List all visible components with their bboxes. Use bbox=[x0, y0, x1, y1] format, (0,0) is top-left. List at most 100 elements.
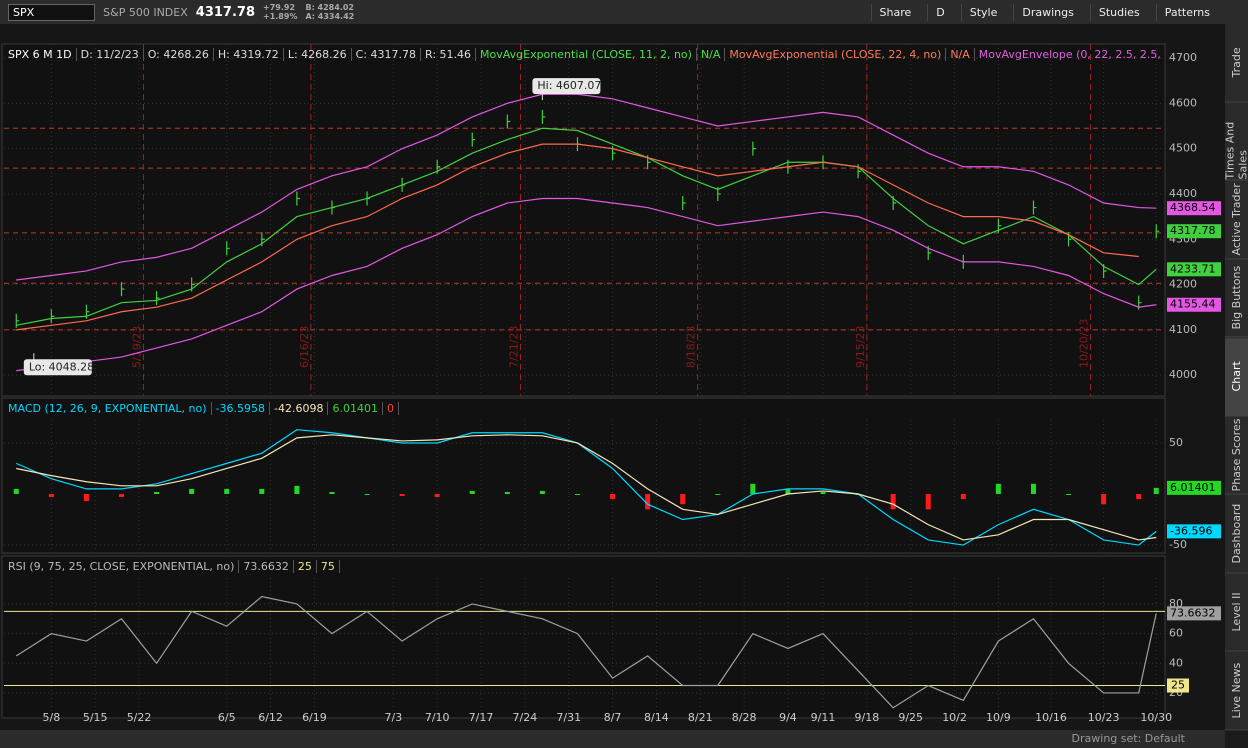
y-tick-label: 4400 bbox=[1169, 187, 1197, 200]
y-tick-label: 4500 bbox=[1169, 142, 1197, 155]
histogram-bar bbox=[645, 494, 651, 510]
side-tab[interactable]: Chart bbox=[1225, 337, 1248, 417]
x-tick-label: 5/15 bbox=[83, 711, 108, 724]
x-tick-label: 10/9 bbox=[986, 711, 1011, 724]
header-item: MovAvgEnvelope (0, 22, 2.5, 2.5, CLOSE, … bbox=[975, 48, 1164, 61]
toolbar-button[interactable]: D bbox=[927, 3, 952, 21]
value-tag-label: -36.596 bbox=[1170, 524, 1212, 537]
symbol-box[interactable]: SPX bbox=[8, 3, 96, 21]
event-label: 5/19/23 bbox=[130, 326, 143, 368]
x-tick-label: 7/31 bbox=[556, 711, 581, 724]
value-tag bbox=[1167, 606, 1221, 621]
ask: A: 4334.42 bbox=[305, 12, 355, 21]
annotation-label: Lo: 4048.28 bbox=[29, 360, 94, 373]
histogram-bar bbox=[610, 494, 616, 500]
histogram-bar bbox=[750, 483, 756, 495]
header-item: L: 4268.26 bbox=[284, 47, 352, 61]
histogram-bar bbox=[785, 488, 791, 495]
panel-header: RSI (9, 75, 25, CLOSE, EXPONENTIAL, no) 7… bbox=[4, 557, 1164, 575]
side-tab[interactable]: Live News bbox=[1225, 651, 1248, 730]
y-tick-label: 4100 bbox=[1169, 323, 1197, 336]
x-tick-label: 6/19 bbox=[302, 711, 327, 724]
value-tag-label: 4155.44 bbox=[1170, 298, 1216, 311]
value-tag bbox=[1167, 201, 1221, 216]
price-bar bbox=[682, 196, 686, 211]
histogram-bar bbox=[539, 490, 545, 495]
header-item: 73.6632 bbox=[239, 559, 294, 573]
bid: B: 4284.02 bbox=[305, 3, 354, 12]
y-tick-label: 4600 bbox=[1169, 96, 1197, 109]
header-item: N/A bbox=[946, 47, 975, 61]
histogram-bar bbox=[574, 494, 580, 496]
series-line bbox=[16, 93, 1157, 281]
header-item: O: 4268.26 bbox=[144, 47, 214, 61]
value-tag-label: 4233.71 bbox=[1170, 262, 1216, 275]
y-tick-label: -50 bbox=[1169, 538, 1187, 551]
value-tag-label: 4317.78 bbox=[1170, 224, 1216, 237]
toolbar-button[interactable]: Patterns bbox=[1155, 3, 1218, 21]
x-tick-label: 9/18 bbox=[855, 711, 880, 724]
annotation-box bbox=[532, 78, 601, 95]
histogram-bar bbox=[154, 491, 160, 495]
panel bbox=[1, 555, 1166, 719]
toolbar-button[interactable]: Share bbox=[870, 3, 920, 21]
x-tick-label: 10/30 bbox=[1140, 711, 1172, 724]
header-item: 0 bbox=[383, 401, 399, 415]
histogram-bar bbox=[1136, 494, 1142, 500]
series-line bbox=[16, 429, 1157, 546]
x-tick-label: 7/17 bbox=[469, 711, 494, 724]
histogram-bar bbox=[224, 488, 230, 495]
y-tick-label: 4000 bbox=[1169, 368, 1197, 381]
toolbar-button[interactable]: Style bbox=[960, 3, 1006, 21]
side-tab[interactable]: Active Trader bbox=[1225, 180, 1248, 260]
last-price: 4317.78 bbox=[195, 4, 255, 20]
event-label: 9/15/23 bbox=[854, 326, 867, 368]
toolbar-button[interactable]: Drawings bbox=[1013, 3, 1081, 21]
change-box: +79.92 +1.89% bbox=[263, 3, 297, 21]
side-tab[interactable]: Big Buttons bbox=[1225, 259, 1248, 338]
event-label: 7/21/23 bbox=[507, 326, 520, 368]
x-tick-label: 7/10 bbox=[425, 711, 450, 724]
value-tag-label: 4368.54 bbox=[1170, 201, 1216, 214]
histogram-bar bbox=[189, 488, 195, 495]
value-tag bbox=[1167, 524, 1221, 539]
side-tab[interactable]: Level II bbox=[1225, 573, 1248, 652]
side-tab[interactable]: Times And Sales bbox=[1224, 102, 1248, 181]
toolbar-button[interactable]: Studies bbox=[1089, 3, 1148, 21]
header-item: MACD (12, 26, 9, EXPONENTIAL, no) bbox=[4, 401, 212, 415]
x-tick-label: 10/2 bbox=[942, 711, 967, 724]
value-tag bbox=[1167, 262, 1221, 277]
x-tick-label: 8/14 bbox=[644, 711, 669, 724]
side-tab[interactable]: Dashboard bbox=[1225, 494, 1248, 574]
x-tick-label: 10/23 bbox=[1088, 711, 1120, 724]
histogram-bar bbox=[469, 490, 475, 495]
annotation-box bbox=[23, 359, 92, 376]
histogram-bar bbox=[364, 494, 370, 496]
header-item: 75 bbox=[317, 559, 340, 573]
buttons: Share D Style Drawings Studies Patterns bbox=[863, 3, 1218, 21]
y-tick-label: 60 bbox=[1169, 627, 1183, 640]
y-tick-label: 50 bbox=[1169, 436, 1183, 449]
series-line bbox=[16, 127, 1157, 326]
y-tick-label: 4200 bbox=[1169, 278, 1197, 291]
price-bar bbox=[1032, 200, 1037, 215]
series-line bbox=[16, 143, 1139, 331]
series-line bbox=[16, 197, 1157, 372]
status-bar: Drawing set: Default bbox=[0, 730, 1225, 748]
price-bar bbox=[506, 114, 511, 129]
x-tick-label: 7/24 bbox=[513, 711, 538, 724]
x-tick-label: 5/8 bbox=[43, 711, 61, 724]
histogram-bar bbox=[1101, 494, 1107, 505]
x-tick-label: 9/4 bbox=[779, 711, 797, 724]
side-tab[interactable]: Trade bbox=[1225, 24, 1248, 103]
histogram-bar bbox=[1153, 487, 1159, 495]
price-bar bbox=[1155, 224, 1160, 239]
histogram-bar bbox=[715, 494, 721, 496]
x-tick-label: 8/28 bbox=[732, 711, 757, 724]
x-tick-label: 6/12 bbox=[258, 711, 283, 724]
value-tag bbox=[1167, 224, 1221, 239]
histogram-bar bbox=[1066, 494, 1072, 496]
side-tab[interactable]: Phase Scores bbox=[1225, 416, 1248, 495]
header-item: N/A bbox=[697, 47, 726, 61]
quote-box: B: 4284.02 A: 4334.42 bbox=[305, 3, 354, 21]
